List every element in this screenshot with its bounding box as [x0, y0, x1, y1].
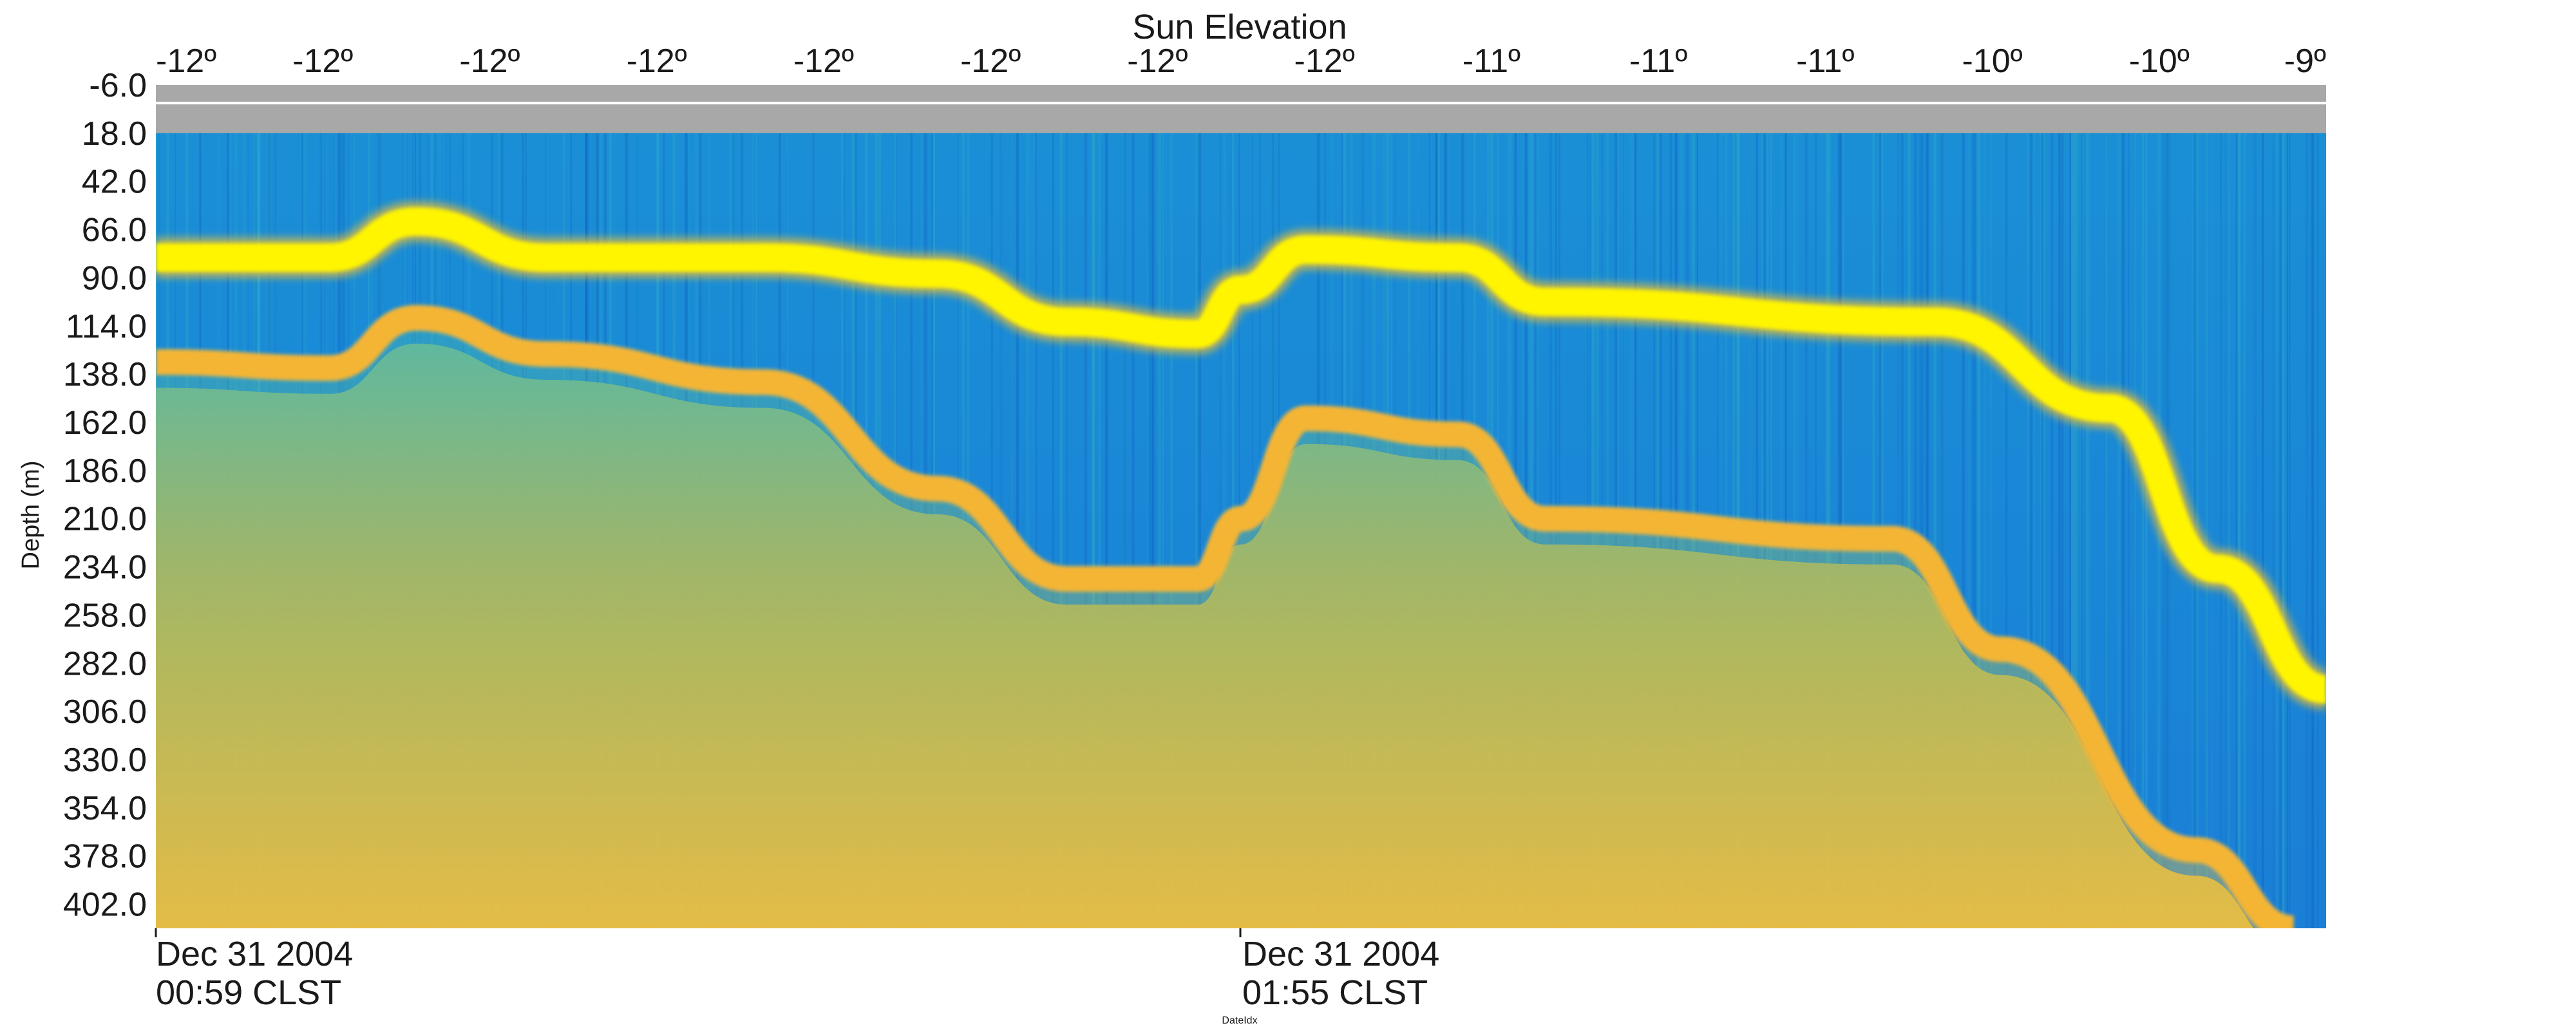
- y-tick-label: 330.0: [63, 742, 147, 779]
- y-tick-label: 18.0: [82, 115, 147, 153]
- y-tick-label: 234.0: [63, 549, 147, 586]
- y-axis-ticks: -6.0 18.0 42.0 66.0 90.0 114.0 138.0 162.0 186.0…: [63, 67, 147, 924]
- y-tick-label: 210.0: [63, 501, 147, 538]
- top-tick-label: -10º: [1962, 42, 2022, 80]
- upper-scattering-layer: [156, 207, 2326, 704]
- mid-scattering-region: [156, 326, 2269, 928]
- top-tick-label: -11º: [1463, 42, 1520, 80]
- y-tick-label: 402.0: [63, 886, 147, 924]
- lower-scattering-layer: [156, 304, 2295, 928]
- y-tick-label: 258.0: [63, 597, 147, 634]
- time-label-2: Dec 31 2004 01:55 CLST: [1242, 935, 1439, 1012]
- y-axis-label: Depth (m): [17, 461, 44, 570]
- top-tick-label: -12º: [627, 42, 687, 80]
- top-tick-label: -12º: [459, 42, 520, 80]
- top-tick-label: -12º: [1127, 42, 1188, 80]
- y-tick-label: 114.0: [66, 308, 147, 345]
- y-tick-label: 354.0: [63, 790, 147, 827]
- top-tick-label: -12º: [156, 42, 216, 80]
- y-tick-label: 162.0: [63, 404, 147, 442]
- top-tick-label: -12º: [960, 42, 1021, 80]
- surface-band: [156, 85, 2326, 133]
- y-tick-label: 138.0: [63, 356, 147, 393]
- top-tick-label: -11º: [1629, 42, 1687, 80]
- time-label-1-date: Dec 31 2004: [156, 935, 354, 973]
- y-tick-label: 378.0: [63, 838, 147, 876]
- time-label-1: Dec 31 2004 00:59 CLST: [156, 935, 353, 1012]
- y-tick-label: 66.0: [82, 212, 147, 249]
- top-tick-label: -9º: [2284, 42, 2326, 80]
- plot-area: [156, 85, 2326, 928]
- top-tick-label: -10º: [2129, 42, 2190, 80]
- top-tick-label: -11º: [1796, 42, 1854, 80]
- time-label-1-time: 00:59 CLST: [156, 973, 342, 1012]
- y-tick-label: 42.0: [82, 164, 147, 201]
- y-tick-label: 186.0: [63, 453, 147, 490]
- y-tick-label: -6.0: [89, 67, 147, 104]
- chart-title: Sun Elevation: [1132, 8, 1347, 46]
- top-axis-ticks: -12º -12º -12º -12º -12º -12º -12º -12º -11º -11º…: [156, 42, 2326, 80]
- top-tick-label: -12º: [793, 42, 854, 80]
- x-axis-label: DateIdx: [1222, 1015, 1257, 1026]
- y-tick-label: 306.0: [63, 693, 147, 731]
- top-tick-label: -12º: [292, 42, 353, 80]
- time-label-2-time: 01:55 CLST: [1242, 973, 1428, 1012]
- y-tick-label: 90.0: [82, 259, 147, 297]
- y-tick-label: 282.0: [63, 645, 147, 682]
- top-tick-label: -12º: [1294, 42, 1355, 80]
- time-label-2-date: Dec 31 2004: [1242, 935, 1440, 973]
